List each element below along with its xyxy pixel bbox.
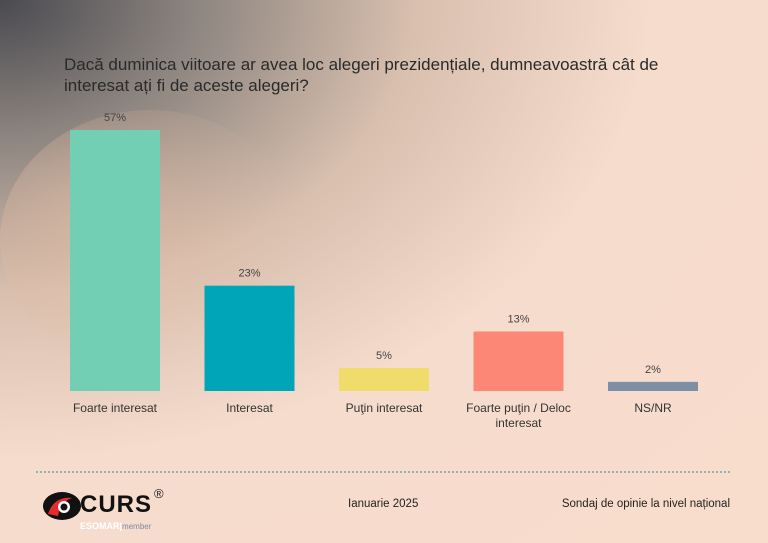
registered-mark: ® xyxy=(154,486,164,501)
curs-logo-icon xyxy=(43,492,81,520)
member-text: member xyxy=(122,522,152,531)
survey-description: Sondaj de opinie la nivel național xyxy=(561,498,730,510)
category-label: Puţin interesat xyxy=(346,401,423,415)
bar-chart: 57% Foarte interesat 23% Interesat 5% Puţin i… xyxy=(70,112,698,430)
esomar-badge: ESOMAR|member xyxy=(80,521,152,531)
data-label: 13% xyxy=(507,313,529,325)
bar xyxy=(70,130,160,391)
bar xyxy=(204,285,295,391)
data-label: 5% xyxy=(376,350,392,362)
category-label: interesat xyxy=(495,416,542,430)
category-label: Foarte puţin / Deloc xyxy=(466,401,571,415)
category-label: Foarte interesat xyxy=(73,401,158,415)
category-label: Interesat xyxy=(226,401,273,415)
category-label: NS/NR xyxy=(634,401,672,415)
data-label: 57% xyxy=(104,112,126,124)
data-label: 2% xyxy=(645,364,661,376)
footer-divider xyxy=(36,471,730,473)
bar xyxy=(473,331,564,391)
bar xyxy=(339,368,429,391)
data-label: 23% xyxy=(238,268,260,280)
esomar-text: ESOMAR xyxy=(80,521,120,531)
logo-text: CURS xyxy=(80,491,153,518)
survey-date: Ianuarie 2025 xyxy=(348,498,419,510)
bar xyxy=(608,381,698,391)
chart-title: Dacă duminica viitoare ar avea loc alege… xyxy=(64,55,659,95)
